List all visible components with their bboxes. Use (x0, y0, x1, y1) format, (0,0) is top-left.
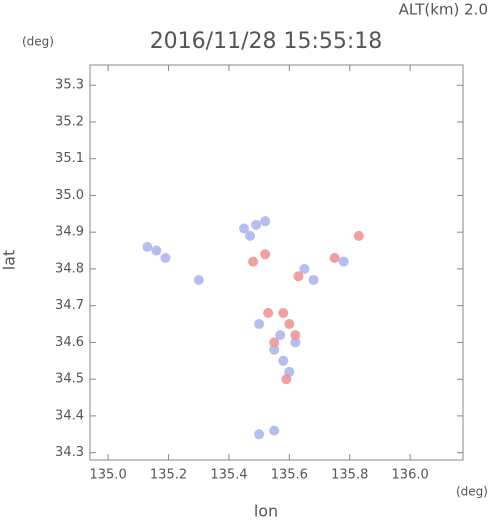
radar-echo (299, 263, 310, 274)
y-tick-label: 35.0 (55, 188, 84, 203)
radar-echo (290, 337, 301, 348)
radar-echo (308, 274, 319, 285)
radar-echo (260, 216, 271, 227)
altitude-label: ALT(km) 2.0 (399, 1, 488, 19)
radar-echo (142, 241, 153, 252)
y-tick-label: 34.4 (55, 408, 84, 423)
radar-echo (260, 249, 271, 260)
radar-echo (338, 256, 349, 267)
radar-echo (278, 355, 289, 366)
y-tick-label: 34.8 (55, 261, 84, 276)
radar-echo (239, 223, 250, 234)
radar-echo (269, 425, 280, 436)
y-tick-label: 35.1 (55, 151, 84, 166)
radar-echo (281, 374, 292, 385)
radar-echo (269, 344, 280, 355)
x-tick-label: 135.4 (210, 468, 247, 483)
radar-echo (278, 308, 289, 319)
radar-echo (284, 319, 295, 330)
radar-echo (329, 252, 340, 263)
radar-echo (193, 274, 204, 285)
x-tick-label: 135.2 (150, 468, 187, 483)
radar-echo (160, 252, 171, 263)
radar-echo (290, 330, 301, 341)
radar-echo (254, 319, 265, 330)
radar-echo (251, 219, 262, 230)
x-tick-label: 135.0 (90, 468, 127, 483)
radar-echo (275, 330, 286, 341)
x-unit: (deg) (456, 485, 488, 499)
radar-echo (254, 429, 265, 440)
x-tick-label: 135.8 (331, 468, 368, 483)
plot-frame (89, 64, 464, 461)
radar-echo (269, 337, 280, 348)
y-tick-label: 34.5 (55, 372, 84, 387)
y-tick-label: 35.2 (55, 114, 84, 129)
y-unit: (deg) (22, 35, 54, 49)
radar-echo (263, 308, 274, 319)
x-tick-label: 135.6 (271, 468, 308, 483)
radar-echo (353, 230, 364, 241)
x-axis-label: lon (254, 502, 278, 521)
radar-echo (248, 256, 259, 267)
y-tick-label: 34.6 (55, 335, 84, 350)
x-tick-label: 136.0 (392, 468, 429, 483)
y-axis-label: lat (0, 250, 19, 271)
chart-title: 2016/11/28 15:55:18 (150, 29, 383, 54)
radar-echo (151, 245, 162, 256)
y-tick-label: 34.7 (55, 298, 84, 313)
radar-echo (293, 271, 304, 282)
radar-echo (245, 230, 256, 241)
y-tick-label: 34.3 (55, 445, 84, 460)
y-tick-label: 35.3 (55, 78, 84, 93)
y-tick-label: 34.9 (55, 225, 84, 240)
